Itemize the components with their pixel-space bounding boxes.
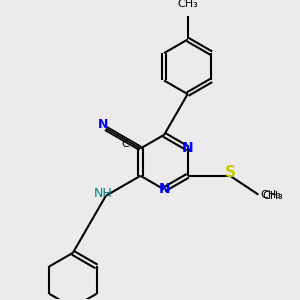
Text: N: N (158, 182, 170, 197)
Text: CH₃: CH₃ (177, 0, 198, 9)
Text: CH₃: CH₃ (261, 190, 281, 200)
Text: N: N (98, 118, 109, 131)
Text: NH: NH (94, 187, 113, 200)
Text: S: S (225, 165, 236, 180)
Text: C: C (122, 139, 129, 149)
Text: N: N (182, 142, 194, 155)
Text: CH₃: CH₃ (262, 191, 283, 201)
